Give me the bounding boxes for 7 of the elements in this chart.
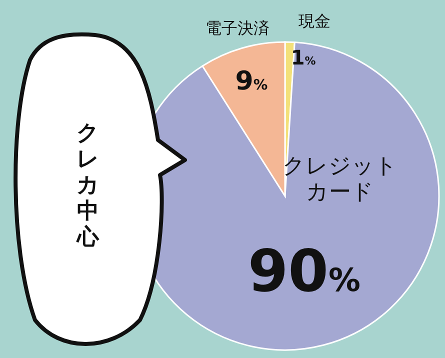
data-label: 1% [290,45,316,70]
text: クレカ中心 [76,121,100,250]
data-label: 90% [248,236,360,305]
slice-label: 現金 [298,12,330,31]
slice-label: クレジットカード [282,154,398,206]
data-label: 9% [235,66,268,97]
slice-label: 電子決済 [206,18,270,38]
